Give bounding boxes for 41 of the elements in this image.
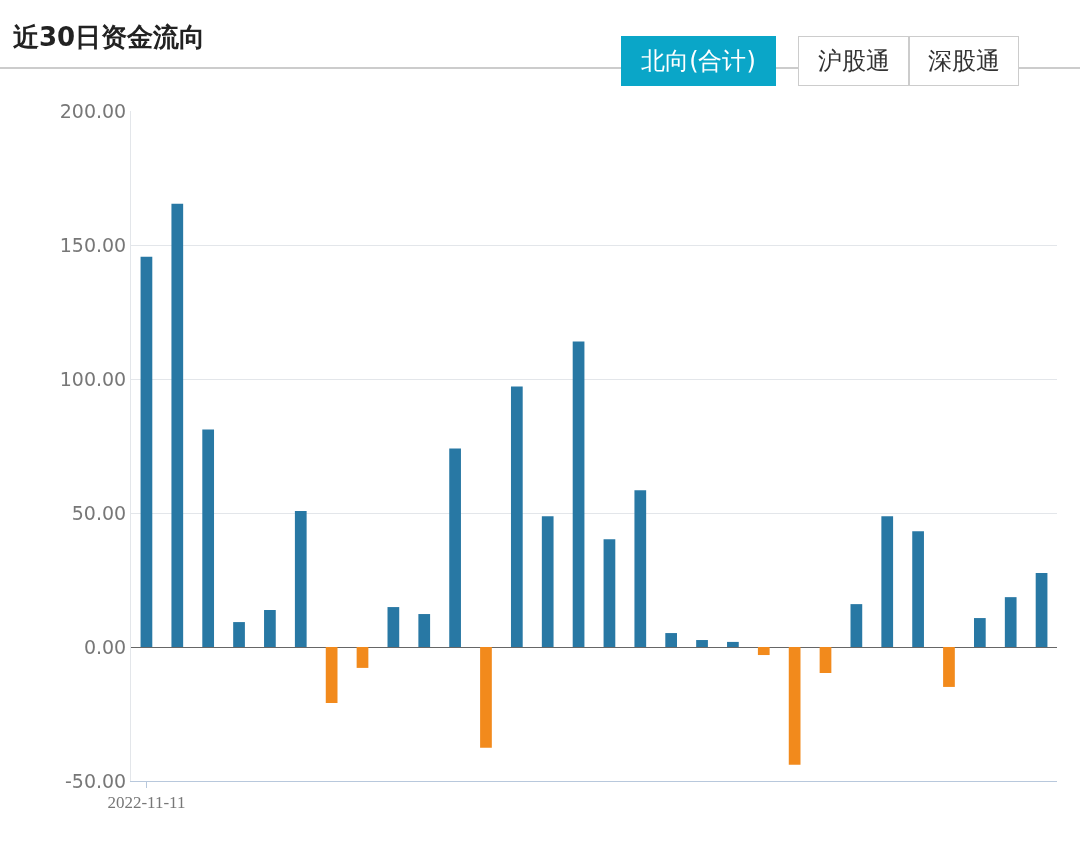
- bar: [727, 641, 739, 647]
- bar: [973, 618, 986, 647]
- text: 北向(合计): [641, 47, 756, 75]
- y-tick-label: 150.00: [59, 233, 127, 256]
- y-tick-label: 200.00: [59, 99, 127, 122]
- bar: [912, 531, 924, 647]
- bar: [387, 607, 400, 647]
- bar: [418, 614, 431, 647]
- bar: [603, 539, 616, 647]
- y-tick-label: -50.00: [64, 769, 127, 792]
- bar: [1004, 597, 1017, 647]
- bar: [294, 511, 307, 647]
- bar: [510, 386, 523, 647]
- x-tick-label: 2022-11-11: [107, 793, 186, 813]
- bar: [541, 516, 554, 647]
- bar: [449, 448, 461, 647]
- text: 深股通: [928, 47, 1000, 75]
- bar: [480, 647, 492, 748]
- y-tick-label: 50.00: [71, 501, 127, 524]
- bar: [572, 341, 585, 647]
- bar: [264, 610, 276, 647]
- bar: [788, 647, 801, 765]
- bar: [325, 647, 338, 704]
- bar: [819, 647, 832, 673]
- bar: [696, 640, 708, 647]
- y-tick-label: 0.00: [83, 635, 127, 658]
- bar: [757, 647, 770, 656]
- chart-title: 近30日资金流向: [12, 22, 206, 53]
- bar: [850, 604, 863, 647]
- bar: [665, 633, 678, 647]
- bar: [140, 256, 153, 647]
- bar: [1035, 573, 1048, 647]
- bar: [171, 203, 184, 647]
- text: 沪股通: [817, 47, 890, 75]
- bar: [634, 490, 647, 647]
- y-tick-label: 100.00: [59, 367, 127, 390]
- bar: [233, 622, 245, 647]
- bar: [356, 647, 369, 668]
- bar: [943, 647, 955, 687]
- bar: [881, 516, 894, 647]
- bar: [202, 429, 215, 647]
